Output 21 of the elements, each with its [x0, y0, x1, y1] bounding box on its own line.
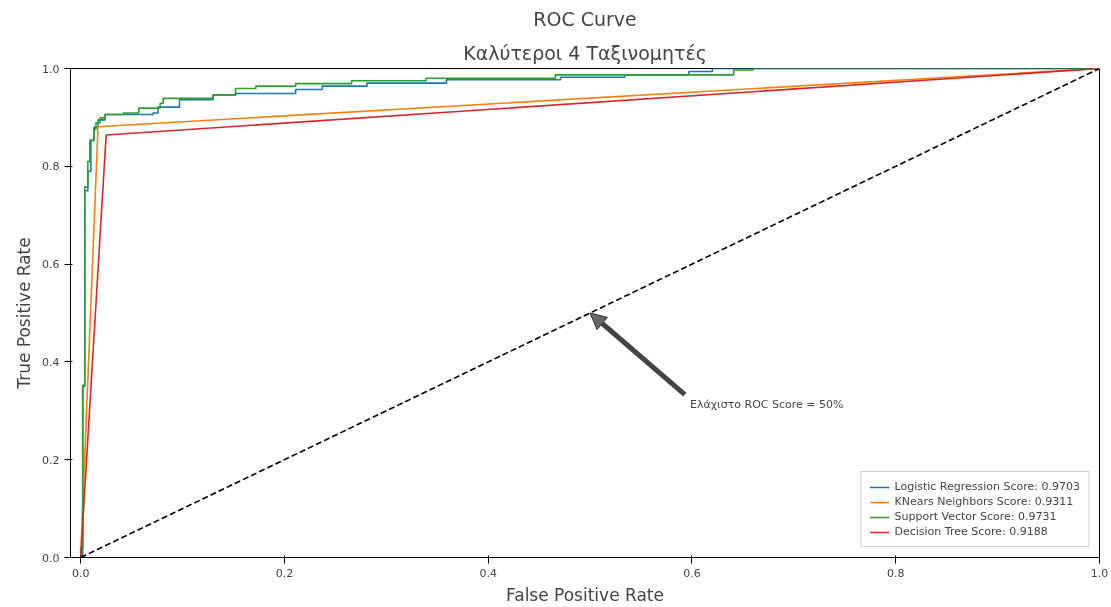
x-tick-label: 0.6 — [683, 566, 701, 580]
legend-label: Decision Tree Score: 0.9188 — [894, 525, 1048, 538]
chart-subtitle: Καλύτεροι 4 Ταξινομητές — [463, 41, 707, 64]
y-axis-title: True Positive Rate — [14, 237, 35, 390]
y-tick-label: 0.8 — [42, 160, 60, 174]
x-axis-title: False Positive Rate — [506, 584, 664, 605]
legend-label: Support Vector Score: 0.9731 — [894, 510, 1057, 523]
y-tick-label: 0.0 — [42, 551, 60, 565]
chart-title: ROC Curve — [533, 7, 637, 30]
y-tick-label: 0.2 — [42, 453, 60, 467]
x-tick-label: 1.0 — [1090, 566, 1109, 580]
x-tick-label: 0.4 — [479, 566, 497, 580]
y-tick-label: 0.4 — [42, 355, 60, 369]
legend-label: Logistic Regression Score: 0.9703 — [894, 480, 1080, 493]
x-tick-label: 0.2 — [275, 566, 294, 580]
y-tick-label: 1.0 — [42, 62, 60, 76]
annotation: Ελάχιστο ROC Score = 50% — [689, 397, 844, 411]
y-tick-label: 0.6 — [42, 258, 60, 272]
legend-label: KNears Neighbors Score: 0.9311 — [894, 495, 1074, 508]
x-tick-label: 0.8 — [886, 566, 905, 580]
x-tick-label: 0.0 — [71, 566, 90, 580]
